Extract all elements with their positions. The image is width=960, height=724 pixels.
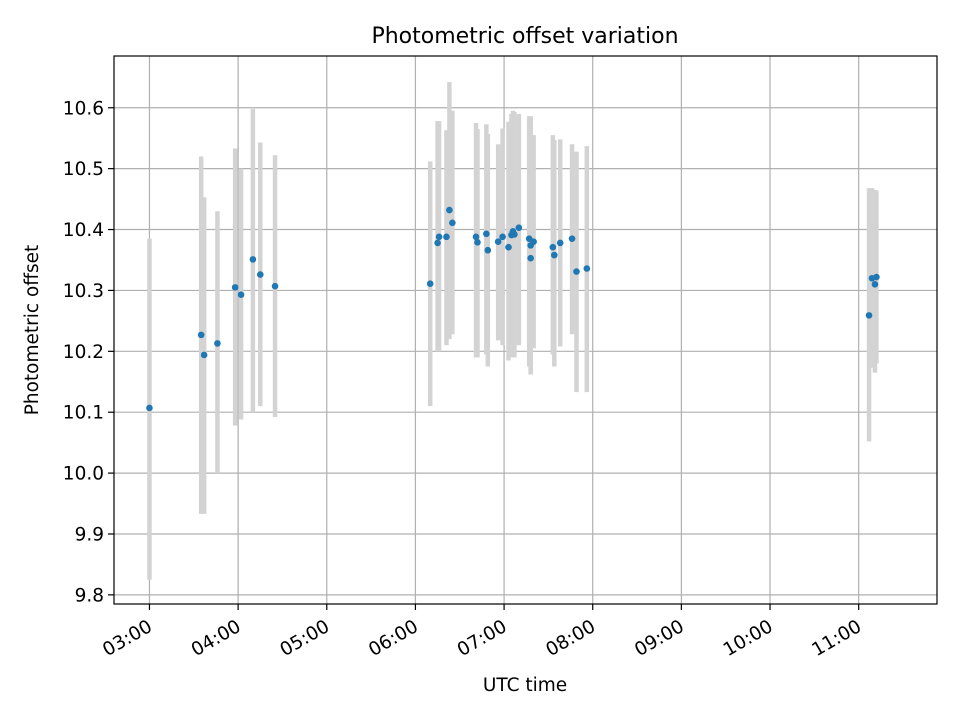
data-point — [146, 404, 153, 412]
tick-layer: 03:00 04:00 05:00 06:00 07:00 08:00 09:00 10:00… — [63, 98, 865, 661]
y-tick-label: 9.8 — [75, 585, 104, 606]
grid-layer — [114, 56, 937, 604]
chart-title: Photometric offset variation — [371, 24, 678, 49]
x-tick-label: 05:00 — [277, 616, 334, 661]
y-tick-label: 10.4 — [63, 220, 104, 241]
x-tick-label: 03:00 — [99, 616, 156, 661]
data-point — [231, 284, 239, 291]
data-point — [237, 291, 245, 298]
x-tick-label: 06:00 — [365, 616, 422, 661]
data-point — [443, 233, 450, 241]
data-point — [484, 246, 492, 254]
data-point — [568, 235, 576, 242]
data-point — [446, 206, 453, 214]
x-axis-title: UTC time — [483, 675, 567, 696]
y-tick-label: 10.6 — [63, 98, 104, 119]
data-point — [873, 273, 880, 281]
x-tick-label: 08:00 — [543, 616, 600, 661]
y-tick-label: 10.3 — [63, 281, 104, 302]
data-point — [556, 239, 564, 247]
data-point — [474, 239, 481, 246]
data-point — [871, 281, 879, 288]
errorbar-layer — [147, 82, 879, 580]
data-point — [214, 340, 221, 347]
data-point — [499, 233, 506, 241]
data-point — [551, 251, 558, 259]
y-tick-label: 10.0 — [63, 464, 104, 485]
data-point — [271, 282, 279, 290]
data-point — [483, 230, 490, 238]
data-point — [200, 351, 208, 359]
data-point — [511, 231, 518, 238]
y-tick-label: 10.5 — [63, 159, 104, 180]
data-point — [426, 280, 434, 288]
y-tick-label: 9.9 — [75, 524, 104, 545]
data-point — [573, 268, 580, 275]
data-point — [505, 243, 512, 251]
data-point — [583, 265, 591, 272]
data-point — [249, 256, 257, 263]
x-tick-label: 04:00 — [188, 616, 245, 661]
x-tick-label: 09:00 — [631, 616, 688, 661]
data-point — [494, 238, 502, 246]
data-point — [197, 331, 205, 339]
data-point — [256, 271, 264, 278]
data-point — [515, 224, 523, 232]
data-point — [472, 233, 480, 241]
x-tick-label: 10:00 — [720, 616, 777, 661]
x-tick-label: 07:00 — [454, 616, 511, 661]
data-point — [549, 243, 557, 251]
data-point — [449, 219, 456, 227]
y-axis-title: Photometric offset — [22, 245, 43, 416]
data-point — [435, 233, 443, 241]
y-tick-label: 10.2 — [63, 342, 104, 363]
data-point — [527, 254, 534, 262]
data-point — [434, 239, 441, 247]
x-tick-label: 11:00 — [809, 616, 866, 661]
plot-frame — [113, 55, 938, 605]
data-point — [530, 238, 537, 246]
y-tick-label: 10.1 — [63, 403, 104, 424]
data-point — [865, 312, 873, 319]
point-layer — [146, 206, 880, 412]
